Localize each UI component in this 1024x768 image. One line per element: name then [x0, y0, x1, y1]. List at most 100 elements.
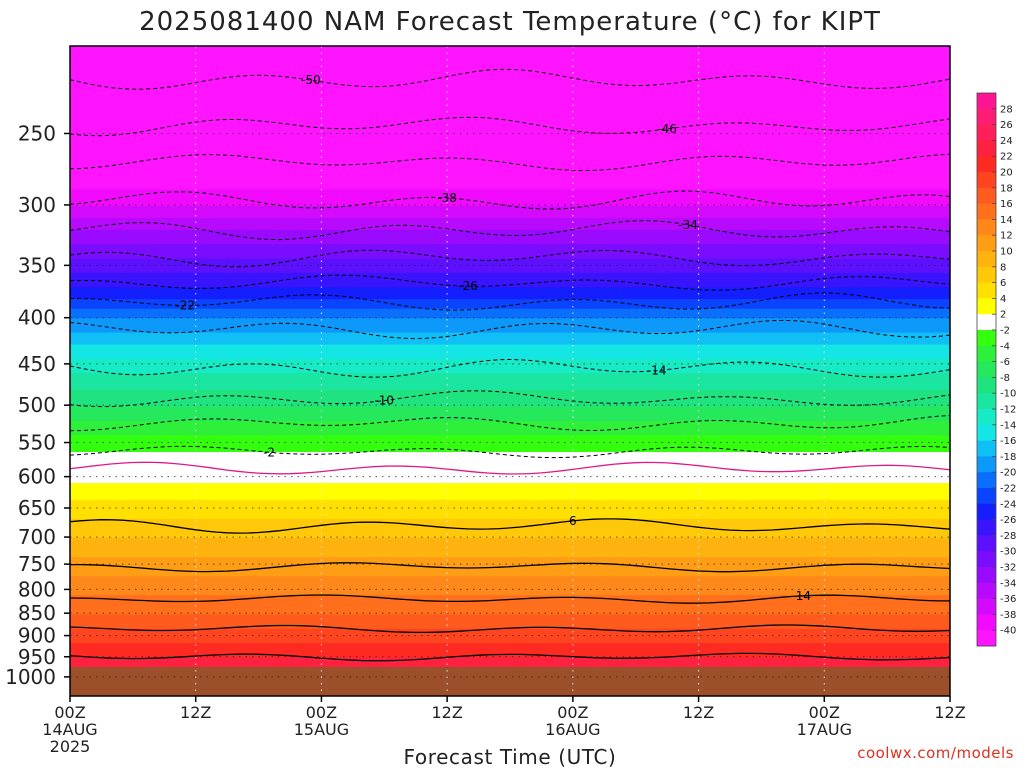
contour-label: -2	[263, 445, 275, 459]
temperature-band	[70, 404, 950, 408]
color-legend-swatch	[977, 282, 996, 299]
temperature-band	[70, 487, 950, 491]
temperature-band	[70, 323, 950, 327]
color-legend-swatch	[977, 314, 996, 331]
contour-line	[70, 116, 950, 137]
color-legend-label: 14	[1000, 215, 1013, 226]
contour-line	[70, 415, 950, 432]
temperature-band	[70, 516, 950, 520]
temperature-band	[70, 337, 950, 341]
color-legend-label: -36	[1000, 594, 1016, 605]
temperature-band	[70, 442, 950, 446]
contour-label: 6	[569, 514, 577, 528]
temperature-band	[70, 191, 950, 195]
x-tick-label: 16AUG	[545, 720, 600, 739]
color-legend-swatch	[977, 503, 996, 520]
temperature-band	[70, 48, 950, 52]
temperature-band	[70, 296, 950, 300]
temperature-band	[70, 172, 950, 176]
temperature-band	[70, 88, 950, 92]
temperature-band	[70, 394, 950, 398]
temperature-band	[70, 115, 950, 119]
color-legend-swatch	[977, 172, 996, 189]
color-legend-label: -40	[1000, 626, 1016, 637]
temperature-band	[70, 201, 950, 205]
temperature-band	[70, 272, 950, 276]
temperature-band	[70, 120, 950, 124]
color-legend-swatch	[977, 472, 996, 489]
temperature-band	[70, 46, 950, 49]
temperature-band	[70, 533, 950, 537]
color-legend-swatch	[977, 409, 996, 426]
color-legend-label: 24	[1000, 136, 1013, 147]
color-legend-swatch	[977, 551, 996, 568]
temperature-band	[70, 452, 950, 455]
x-tick-label: 00Z	[306, 703, 337, 722]
y-tick-label: 900	[18, 624, 56, 648]
contour-label: -26	[458, 279, 478, 293]
temperature-band	[70, 499, 950, 503]
temperature-band	[70, 655, 950, 658]
temperature-band	[70, 480, 950, 484]
temperature-band	[70, 571, 950, 575]
grid-lines	[70, 46, 950, 696]
temperature-band	[70, 325, 950, 329]
temperature-band	[70, 607, 950, 611]
temperature-band	[70, 375, 950, 379]
temperature-band	[70, 413, 950, 417]
contour-line	[70, 445, 950, 459]
color-legend: 28 26 24 22 20 18 16 14 12 10 8 6 4 2 -2 -4 -6 -8 -10 -12 -1…	[976, 92, 1016, 647]
temperature-band	[70, 640, 950, 644]
temperature-band	[70, 435, 950, 439]
temperature-band	[70, 485, 950, 489]
temperature-band	[70, 399, 950, 403]
temperature-band	[70, 428, 950, 432]
temperature-band	[70, 284, 950, 288]
temperature-band	[70, 153, 950, 157]
temperature-band	[70, 146, 950, 150]
color-legend-swatch	[977, 140, 996, 157]
temperature-band	[70, 385, 950, 389]
temperature-band	[70, 105, 950, 109]
temperature-band	[70, 557, 950, 561]
color-legend-label: 26	[1000, 120, 1013, 131]
temperature-band	[70, 354, 950, 358]
color-legend-swatch	[977, 345, 996, 362]
temperature-band	[70, 167, 950, 171]
temperature-band	[70, 549, 950, 553]
temperature-band	[70, 280, 950, 284]
temperature-band	[70, 127, 950, 131]
temperature-band	[70, 635, 950, 639]
temperature-band	[70, 382, 950, 386]
contour-line	[70, 594, 950, 604]
color-legend-swatch	[977, 93, 996, 110]
temperature-band	[70, 79, 950, 83]
temperature-band	[70, 124, 950, 128]
temperature-band	[70, 647, 950, 651]
temperature-band	[70, 53, 950, 57]
y-tick-label: 300	[18, 193, 56, 217]
temperature-band	[70, 600, 950, 604]
temperature-band	[70, 466, 950, 470]
temperature-band	[70, 184, 950, 188]
temperature-band	[70, 542, 950, 546]
temperature-band	[70, 277, 950, 281]
contour-label: -38	[437, 191, 457, 205]
credit-link[interactable]: coolwx.com/models	[857, 744, 1014, 762]
temperature-band	[70, 475, 950, 479]
temperature-band	[70, 430, 950, 434]
x-tick-label: 12Z	[934, 703, 965, 722]
temperature-band	[70, 50, 950, 54]
temperature-band	[70, 268, 950, 272]
temperature-band	[70, 483, 950, 487]
color-legend-label: 16	[1000, 199, 1013, 210]
x-tick-label: 12Z	[431, 703, 462, 722]
temperature-band	[70, 256, 950, 260]
temperature-band	[70, 174, 950, 178]
temperature-band	[70, 318, 950, 322]
temperature-band	[70, 595, 950, 599]
temperature-band	[70, 592, 950, 596]
temperature-band	[70, 416, 950, 420]
color-legend-label: 12	[1000, 231, 1013, 242]
